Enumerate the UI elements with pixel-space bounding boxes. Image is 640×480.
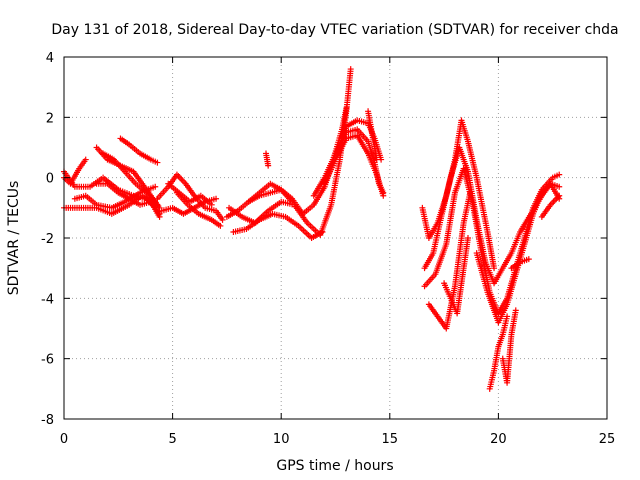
data-point: [512, 307, 519, 314]
x-tick-label: 25: [599, 432, 616, 447]
data-point: [154, 159, 161, 166]
x-axis-title: GPS time / hours: [276, 458, 393, 474]
data-point: [219, 216, 226, 223]
data-point: [208, 201, 215, 208]
y-tick-labels: -8 -6 -4 -2 0 2 4: [41, 51, 54, 428]
y-tick-label: -6: [41, 353, 54, 368]
y-tick-label: 2: [46, 111, 54, 126]
data-point: [82, 156, 89, 163]
x-tick-label: 10: [273, 432, 290, 447]
data-point: [380, 192, 387, 199]
x-tick-labels: 0 5 10 15 20 25: [60, 432, 615, 447]
axis-ticks: [63, 56, 608, 420]
data-point: [525, 256, 532, 263]
data-point: [217, 222, 224, 229]
y-tick-label: -8: [41, 413, 54, 428]
y-tick-label: -4: [41, 292, 54, 307]
y-axis-title: SDTVAR / TECUs: [6, 181, 22, 296]
data-point: [289, 198, 296, 205]
data-point: [504, 313, 511, 320]
data-point: [491, 265, 498, 272]
data-points: [61, 66, 563, 392]
data-point: [213, 195, 220, 202]
y-tick-label: 0: [46, 172, 54, 187]
data-point: [464, 235, 471, 241]
x-tick-label: 5: [168, 432, 176, 447]
x-tick-label: 15: [382, 432, 399, 447]
data-point: [556, 171, 563, 178]
data-point: [556, 192, 563, 199]
data-point: [265, 162, 272, 169]
data-point: [152, 183, 159, 190]
data-point: [373, 156, 380, 163]
data-point: [347, 66, 354, 73]
data-point: [156, 213, 163, 220]
x-tick-label: 20: [490, 432, 507, 447]
y-tick-label: 4: [46, 51, 54, 66]
data-point: [556, 183, 563, 190]
data-point: [319, 228, 326, 235]
data-point: [156, 204, 163, 211]
y-tick-label: -2: [41, 232, 54, 247]
chart-title: Day 131 of 2018, Sidereal Day-to-day VTE…: [51, 22, 618, 38]
data-point: [152, 198, 159, 205]
data-point: [467, 189, 474, 196]
x-tick-label: 0: [60, 432, 68, 447]
